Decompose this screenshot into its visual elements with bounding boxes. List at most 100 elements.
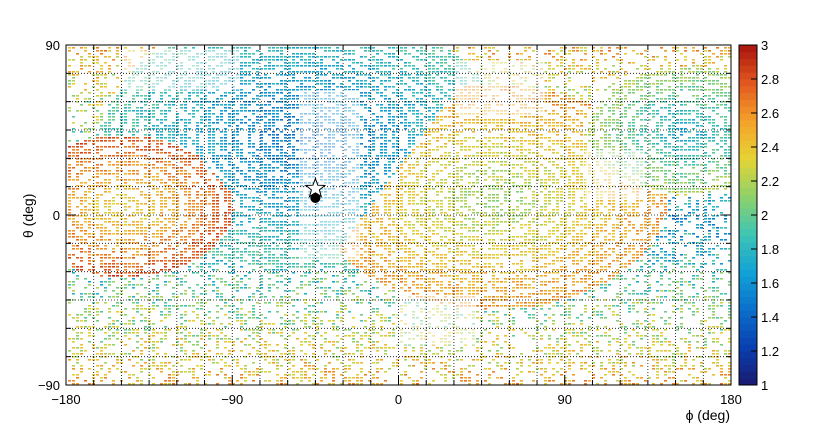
heat-cell [448,53,451,55]
heat-cell [200,152,203,154]
heat-cell [496,122,499,124]
heat-cell [216,104,219,106]
heat-cell [688,188,691,190]
heat-cell [176,116,179,118]
heat-cell [484,119,487,121]
heat-cell [536,194,539,196]
heat-cell [384,110,387,112]
heat-cell [88,170,91,172]
heat-cell [544,188,547,190]
heat-cell [608,134,611,136]
heat-cell [232,188,235,190]
heat-cell [716,164,719,166]
heat-cell [204,116,207,118]
heat-cell [432,65,435,67]
heat-cell [552,149,555,151]
heat-cell [728,176,731,178]
heat-cell [176,182,179,184]
heat-cell [76,164,79,166]
heat-cell [420,53,423,55]
heat-cell [632,131,635,133]
heat-cell [656,152,659,154]
heat-cell [572,182,575,184]
heat-cell [108,113,111,115]
heat-cell [560,107,563,109]
heat-cell [568,203,571,205]
heat-cell [616,53,619,55]
heat-cell [612,122,615,124]
heat-cell [452,206,455,208]
heat-cell [400,98,403,100]
heat-cell [312,86,315,88]
heat-cell [376,92,379,94]
heat-cell [384,86,387,88]
heat-cell [688,155,691,157]
heat-cell [264,74,267,76]
heat-cell [220,95,223,97]
heat-cell [148,197,151,199]
heat-cell [476,152,479,154]
heat-cell [460,170,463,172]
heat-cell [264,131,267,133]
heat-cell [576,146,579,148]
heat-cell [548,95,551,97]
heat-cell [696,179,699,181]
heat-cell [520,116,523,118]
heat-cell [168,125,171,127]
heat-cell [464,194,467,196]
heat-cell [724,173,727,175]
heat-cell [120,131,123,133]
heat-cell [324,50,327,52]
heat-cell [652,176,655,178]
heat-cell [468,206,471,208]
heat-cell [688,86,691,88]
heat-cell [184,47,187,49]
heat-cell [220,164,223,166]
heat-cell [96,152,99,154]
heat-cell [180,185,183,187]
heat-cell [184,179,187,181]
heat-cell [560,143,563,145]
heat-cell [432,188,435,190]
heat-cell [172,176,175,178]
heat-cell [260,140,263,142]
heat-cell [692,182,695,184]
heat-cell [584,89,587,91]
heat-cell [260,149,263,151]
heat-cell [512,128,515,130]
heat-cell [68,188,71,190]
heat-cell [156,146,159,148]
heat-cell [100,71,103,73]
heat-cell [460,140,463,142]
heat-cell [676,50,679,52]
heat-cell [380,149,383,151]
heat-cell [376,191,379,193]
heat-cell [208,140,211,142]
heat-cell [696,95,699,97]
heat-cell [288,68,291,70]
heat-cell [568,179,571,181]
heat-cell [116,65,119,67]
heat-cell [504,146,507,148]
heat-cell [560,191,563,193]
heat-cell [364,164,367,166]
heat-cell [608,203,611,205]
heat-cell [600,101,603,103]
heat-cell [660,203,663,205]
heat-cell [376,182,379,184]
heat-cell [264,194,267,196]
heat-cell [692,65,695,67]
heat-cell [128,173,131,175]
heat-cell [444,71,447,73]
heat-cell [188,176,191,178]
heat-cell [156,161,159,163]
heat-cell [88,179,91,181]
heat-cell [648,86,651,88]
heat-cell [112,74,115,76]
heat-cell [660,89,663,91]
heat-cell [416,122,419,124]
heat-cell [432,128,435,130]
heat-cell [136,200,139,202]
heat-cell [612,56,615,58]
heat-cell [580,140,583,142]
